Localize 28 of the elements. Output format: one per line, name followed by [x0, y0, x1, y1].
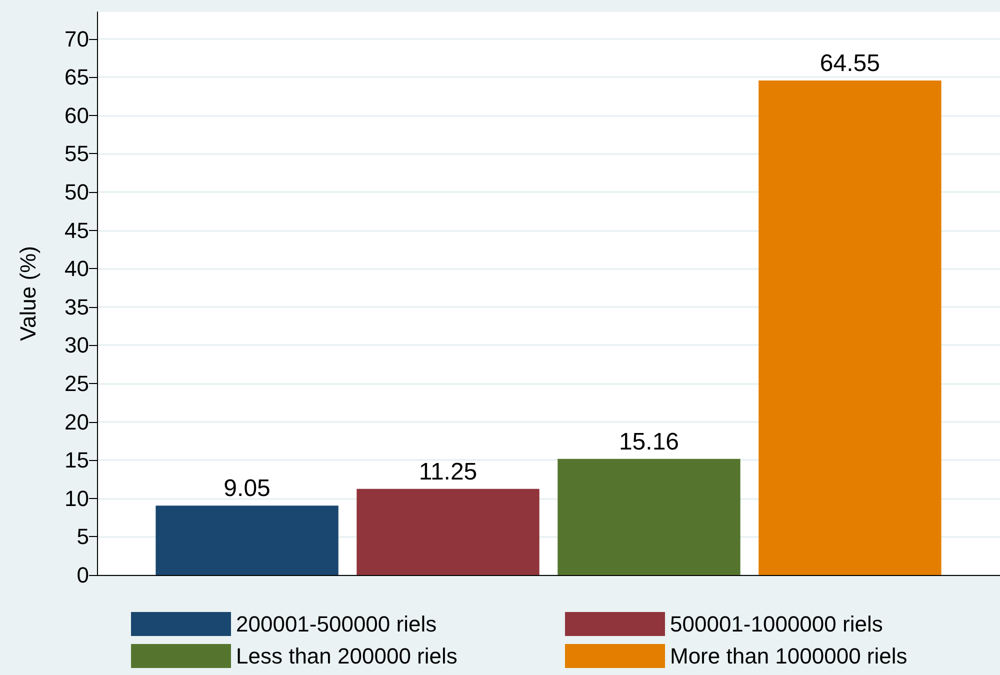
y-tick-label: 70	[64, 26, 89, 52]
legend-label: 200001-500000 riels	[236, 612, 437, 636]
legend-label: Less than 200000 riels	[236, 644, 458, 668]
legend-label: More than 1000000 riels	[670, 644, 908, 668]
data-label: 64.55	[820, 50, 880, 78]
bar	[558, 458, 740, 575]
y-tick-label: 5	[76, 524, 89, 550]
y-tick-label: 45	[64, 218, 89, 243]
y-tick-label: 30	[64, 332, 89, 358]
data-label: 15.16	[618, 428, 680, 456]
legend-label: 500001-1000000 riels	[670, 612, 883, 636]
y-tick-label: 55	[64, 141, 89, 166]
bar	[758, 80, 942, 575]
y-axis-title: Value (%)	[16, 246, 40, 341]
y-tick-label: 65	[64, 64, 89, 90]
data-label: 9.05	[224, 475, 270, 502]
y-tick-label: 10	[64, 486, 89, 511]
data-label: 11.25	[418, 458, 478, 486]
y-tick-label: 25	[64, 371, 89, 396]
y-tick-label: 60	[64, 102, 89, 128]
bar	[356, 488, 540, 575]
y-tick-label: 35	[64, 294, 89, 320]
y-tick-label: 0	[76, 562, 89, 588]
y-tick-label: 20	[64, 409, 89, 434]
y-tick-label: 15	[64, 448, 89, 473]
y-tick-label: 50	[64, 180, 89, 205]
y-tick-label: 40	[64, 256, 89, 282]
bar	[156, 506, 338, 575]
